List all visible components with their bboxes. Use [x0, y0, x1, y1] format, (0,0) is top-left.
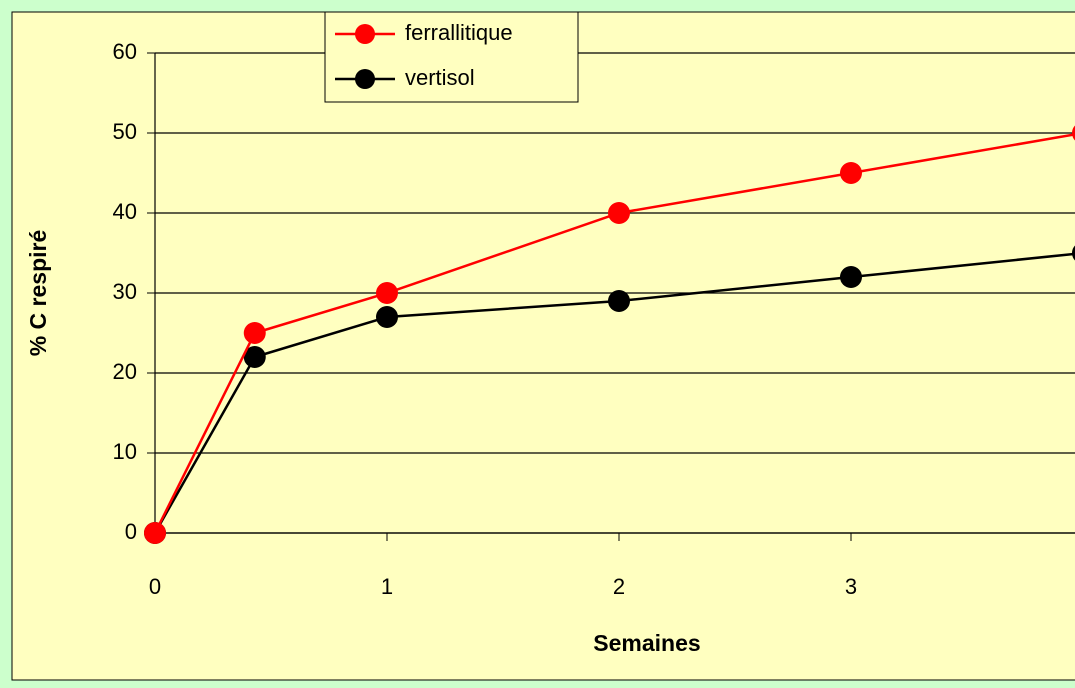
series-line — [153, 133, 1075, 534]
marker — [608, 202, 630, 224]
marker — [376, 282, 398, 304]
y-tick-label: 40 — [113, 199, 137, 224]
marker — [1072, 125, 1075, 141]
y-tick-label: 60 — [113, 39, 137, 64]
y-tick-label: 10 — [113, 439, 137, 464]
x-tick-label: 3 — [845, 574, 857, 599]
y-tick-label: 0 — [125, 519, 137, 544]
x-tick-label: 1 — [381, 574, 393, 599]
legend-label: vertisol — [405, 65, 475, 90]
y-tick-label: 20 — [113, 359, 137, 384]
x-axis-label: Semaines — [593, 630, 700, 656]
marker — [840, 266, 862, 288]
legend-marker — [355, 69, 375, 89]
chart-area — [11, 11, 1075, 681]
legend-marker — [355, 24, 375, 44]
marker — [144, 522, 166, 544]
marker — [840, 162, 862, 184]
y-tick-label: 30 — [113, 279, 137, 304]
legend-label: ferrallitique — [405, 20, 513, 45]
series-line — [153, 252, 1075, 534]
y-axis-label: % C respiré — [25, 230, 51, 357]
marker — [243, 322, 266, 344]
marker — [1072, 245, 1075, 261]
marker — [243, 346, 266, 368]
x-tick-label: 2 — [613, 574, 625, 599]
x-tick-label: 0 — [149, 574, 161, 599]
marker — [376, 306, 398, 328]
y-tick-label: 50 — [113, 119, 137, 144]
marker — [608, 290, 630, 312]
